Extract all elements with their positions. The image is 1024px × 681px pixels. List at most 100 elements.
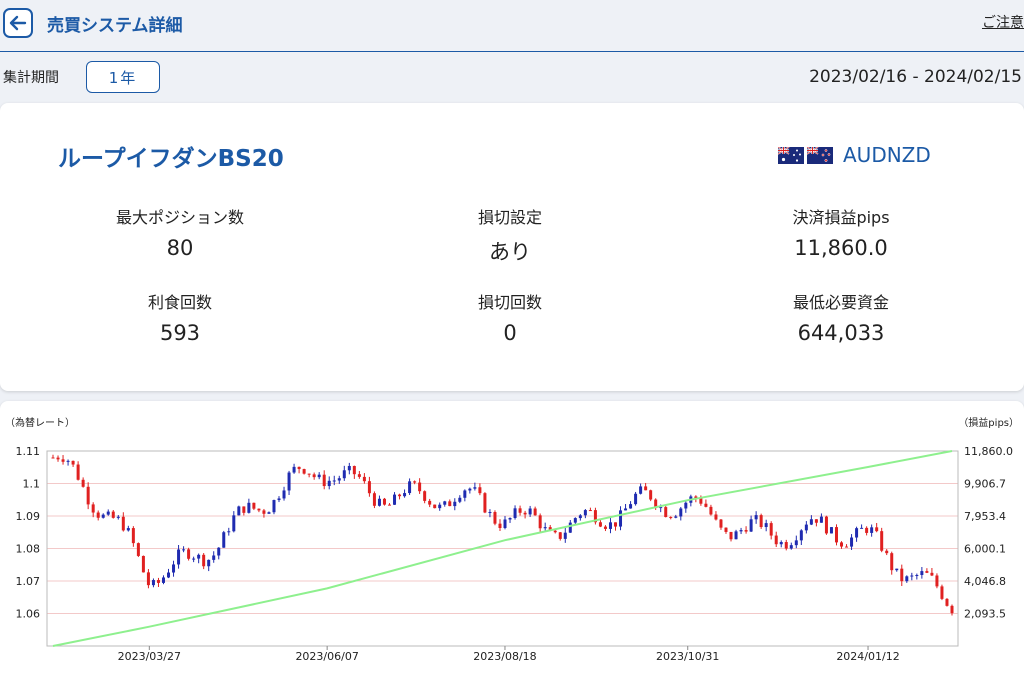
period-label: 集計期間	[3, 70, 59, 86]
candle-body	[614, 522, 618, 527]
currency-pair: AUDNZD	[778, 143, 931, 167]
candle-body	[96, 512, 100, 518]
candle-body	[593, 510, 597, 523]
candle-body	[669, 517, 673, 519]
candle-body	[187, 549, 191, 559]
right-tick-label: 2,093.5	[964, 608, 1006, 621]
chart-card: （為替レート） （損益pips） 1.11 1.1 1.09 1.08 1.07 1.06…	[0, 401, 1024, 681]
candle-body	[608, 522, 612, 529]
candle-body	[207, 559, 211, 567]
candle-body	[769, 523, 773, 536]
candle-body	[603, 526, 607, 529]
rate-pnl-chart: （為替レート） （損益pips） 1.11 1.1 1.09 1.08 1.07 1.06…	[5, 416, 1019, 663]
candle-body	[644, 486, 648, 491]
candle-body	[629, 504, 633, 509]
candle-body	[875, 527, 879, 532]
candle-body	[950, 605, 954, 614]
candle-body	[704, 503, 708, 507]
candle-body	[307, 473, 311, 475]
summary-card: ループイフダンBS20	[0, 103, 1024, 391]
candle-body	[116, 516, 120, 518]
candle-body	[382, 498, 386, 505]
candle-body	[141, 555, 145, 573]
candle-body	[182, 549, 186, 551]
candle-body	[624, 508, 628, 511]
candle-body	[172, 564, 176, 573]
stat-label: 損切回数	[477, 293, 542, 312]
candle-body	[850, 537, 854, 547]
candle-body	[76, 464, 80, 480]
candle-body	[101, 514, 105, 518]
left-tick-label: 1.11	[16, 445, 41, 458]
stat-label: 最大ポジション数	[115, 208, 244, 227]
candle-body	[714, 514, 718, 520]
candle-body	[337, 478, 341, 481]
plot-area-frame	[46, 450, 959, 647]
candle-body	[66, 460, 70, 462]
candle-body	[393, 494, 397, 505]
period-select[interactable]: 1年	[86, 61, 160, 93]
candle-body	[513, 508, 517, 519]
candle-body	[287, 472, 291, 491]
candle-body	[403, 493, 407, 497]
candle-body	[538, 515, 542, 529]
candle-body	[126, 528, 130, 531]
candle-body	[523, 512, 527, 515]
candle-body	[197, 554, 201, 559]
candle-body	[237, 506, 241, 516]
candle-body	[794, 540, 798, 546]
candle-body	[935, 575, 939, 587]
candle-body	[131, 528, 135, 544]
candle-body	[754, 515, 758, 520]
candle-body	[709, 506, 713, 515]
candle-body	[900, 568, 904, 582]
stat-value: 0	[503, 321, 517, 345]
back-button[interactable]	[3, 8, 33, 38]
candle-body	[418, 482, 422, 492]
stat-minimum-capital: 最低必要資金 644,033	[711, 289, 971, 345]
candle-body	[428, 500, 432, 505]
candle-body	[227, 531, 231, 533]
candle-body	[312, 474, 316, 478]
candle-body	[167, 572, 171, 578]
notice-link[interactable]: ご注意	[982, 15, 1024, 31]
candle-body	[357, 474, 361, 477]
candle-body	[784, 542, 788, 549]
candle-body	[267, 512, 271, 514]
candle-body	[634, 493, 638, 505]
candle-body	[749, 519, 753, 532]
candle-body	[212, 555, 216, 560]
candle-body	[277, 498, 281, 501]
candle-body	[759, 515, 763, 528]
stat-label: 最低必要資金	[792, 293, 889, 312]
candle-body	[664, 507, 668, 518]
candle-body	[302, 469, 306, 474]
candle-body	[890, 553, 894, 571]
candle-body	[367, 481, 371, 494]
candle-body	[819, 516, 823, 523]
candle-body	[192, 558, 196, 560]
left-tick-label: 1.08	[16, 543, 41, 556]
candle-body	[583, 510, 587, 516]
page-title: 売買システム詳細	[47, 16, 183, 36]
candle-body	[177, 549, 181, 565]
candle-body	[588, 510, 592, 512]
x-tick-label: 2023/06/07	[295, 650, 358, 663]
candle-body	[774, 535, 778, 545]
candle-body	[327, 480, 331, 487]
candle-body	[573, 518, 577, 523]
candle-body	[292, 466, 296, 473]
candle-body	[408, 481, 412, 494]
period-range: 2023/02/16 - 2024/02/15	[809, 67, 1022, 87]
candle-body	[659, 507, 663, 509]
left-tick-label: 1.1	[23, 478, 41, 491]
candle-body	[458, 497, 462, 502]
candle-body	[518, 508, 522, 513]
candle-body	[840, 542, 844, 547]
candle-body	[111, 511, 115, 518]
candle-body	[151, 580, 155, 586]
candle-body	[694, 496, 698, 499]
candle-body	[136, 543, 140, 556]
candle-body	[106, 511, 110, 515]
x-tick-label: 2023/10/31	[656, 650, 719, 663]
